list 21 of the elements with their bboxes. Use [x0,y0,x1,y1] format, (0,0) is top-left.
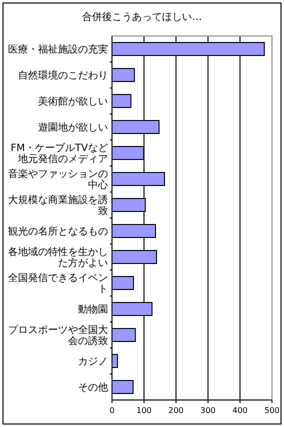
y-tick-label: FM・ケーブルTVなど地元発信のメディア [10,142,108,165]
y-tick-label: 大規模な商業施設を誘致 [8,194,108,217]
x-tick-label: 0 [109,406,115,415]
x-tick-label: 500 [264,406,280,415]
y-tick-label: 各地域の特性を生かした方がよい [8,246,108,269]
y-tick-label: プロスポーツや全国大会の誘致 [8,324,108,347]
x-tick-label: 200 [168,406,184,415]
x-tick-label: 100 [136,406,152,415]
x-tick-label: 300 [200,406,216,415]
y-tick-label: 全国発信できるイベント [8,272,108,295]
y-tick-label: 遊園地が欲しい [38,122,108,134]
y-tick-label: 美術館が欲しい [38,96,108,108]
y-tick-label: 観光の名所となるもの [8,226,108,238]
chart-title: 合併後こうあってほしい… [82,11,202,23]
y-tick-label: その他 [78,382,108,394]
y-tick-label: 医療・福祉施設の充実 [8,44,108,56]
y-tick-label: 動物園 [78,304,108,316]
x-tick-label: 400 [232,406,248,415]
y-tick-label: カジノ [78,356,108,368]
y-tick-label: 音楽やファッションの中心 [8,168,108,191]
y-tick-label: 自然環境のこだわり [18,70,108,82]
